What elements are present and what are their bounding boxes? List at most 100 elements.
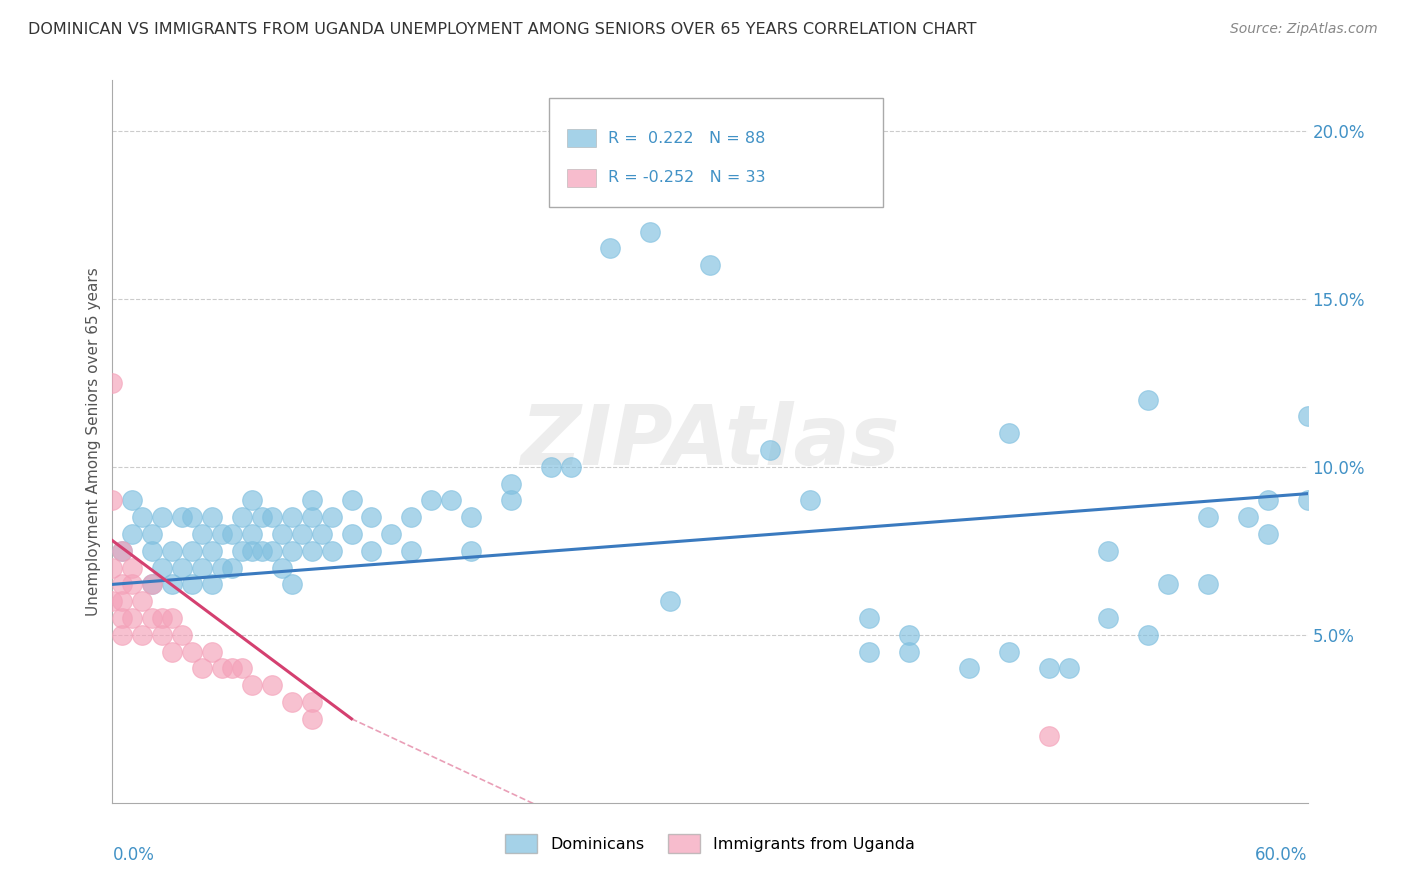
Point — [150, 611, 173, 625]
Point — [141, 577, 163, 591]
Point — [121, 611, 143, 625]
Point — [858, 611, 880, 625]
Point — [281, 543, 304, 558]
Point — [380, 527, 402, 541]
Point — [401, 543, 423, 558]
Point — [191, 661, 214, 675]
Point — [162, 644, 183, 658]
Point — [301, 712, 323, 726]
Point — [162, 611, 183, 625]
FancyBboxPatch shape — [567, 129, 596, 147]
Point — [699, 258, 721, 272]
Point — [111, 611, 134, 625]
Point — [301, 543, 323, 558]
Point — [998, 426, 1021, 441]
Point — [1137, 392, 1160, 407]
Point — [957, 661, 980, 675]
Point — [111, 628, 134, 642]
Point — [311, 527, 333, 541]
Point — [111, 543, 134, 558]
Point — [540, 459, 562, 474]
Point — [301, 493, 323, 508]
Point — [291, 527, 314, 541]
Point — [1197, 577, 1219, 591]
Point — [111, 594, 134, 608]
Point — [599, 241, 621, 255]
Text: R =  0.222   N = 88: R = 0.222 N = 88 — [609, 130, 766, 145]
Point — [240, 543, 263, 558]
Point — [898, 644, 921, 658]
Point — [181, 543, 204, 558]
Point — [560, 459, 582, 474]
Point — [340, 527, 363, 541]
Point — [191, 527, 214, 541]
Point — [460, 510, 482, 524]
Point — [111, 543, 134, 558]
Point — [440, 493, 463, 508]
Point — [260, 678, 283, 692]
Point — [1257, 527, 1279, 541]
FancyBboxPatch shape — [548, 98, 883, 207]
Point — [231, 661, 253, 675]
Point — [111, 577, 134, 591]
Point — [201, 510, 224, 524]
Point — [270, 560, 292, 574]
Point — [321, 543, 343, 558]
Point — [799, 493, 821, 508]
Point — [321, 510, 343, 524]
Point — [1257, 493, 1279, 508]
Point — [172, 510, 194, 524]
Text: 60.0%: 60.0% — [1256, 847, 1308, 864]
Point — [211, 560, 233, 574]
Point — [172, 628, 194, 642]
Point — [998, 644, 1021, 658]
Point — [141, 611, 163, 625]
Point — [211, 661, 233, 675]
Point — [499, 476, 522, 491]
Point — [1057, 661, 1080, 675]
Point — [240, 493, 263, 508]
Point — [1197, 510, 1219, 524]
Point — [131, 628, 153, 642]
Point — [221, 527, 243, 541]
Point — [858, 644, 880, 658]
Point — [1097, 543, 1119, 558]
Point — [499, 493, 522, 508]
Text: ZIPAtlas: ZIPAtlas — [520, 401, 900, 482]
Point — [1038, 729, 1060, 743]
Point — [1296, 493, 1319, 508]
Text: Source: ZipAtlas.com: Source: ZipAtlas.com — [1230, 22, 1378, 37]
Point — [131, 510, 153, 524]
Point — [141, 527, 163, 541]
Point — [101, 493, 124, 508]
Point — [640, 225, 662, 239]
Point — [101, 376, 124, 390]
Point — [172, 560, 194, 574]
Point — [101, 560, 124, 574]
Point — [1097, 611, 1119, 625]
Point — [281, 577, 304, 591]
Point — [260, 543, 283, 558]
Point — [270, 527, 292, 541]
Point — [240, 527, 263, 541]
Point — [460, 543, 482, 558]
Point — [1038, 661, 1060, 675]
Point — [121, 577, 143, 591]
Point — [360, 510, 382, 524]
Point — [659, 594, 682, 608]
Point — [281, 510, 304, 524]
Point — [231, 510, 253, 524]
Point — [260, 510, 283, 524]
Point — [420, 493, 443, 508]
Legend: Dominicans, Immigrants from Uganda: Dominicans, Immigrants from Uganda — [499, 828, 921, 860]
Point — [401, 510, 423, 524]
Point — [250, 510, 273, 524]
FancyBboxPatch shape — [567, 169, 596, 186]
Point — [1157, 577, 1180, 591]
Point — [231, 543, 253, 558]
Point — [221, 661, 243, 675]
Point — [121, 493, 143, 508]
Point — [150, 628, 173, 642]
Point — [1137, 628, 1160, 642]
Point — [1237, 510, 1260, 524]
